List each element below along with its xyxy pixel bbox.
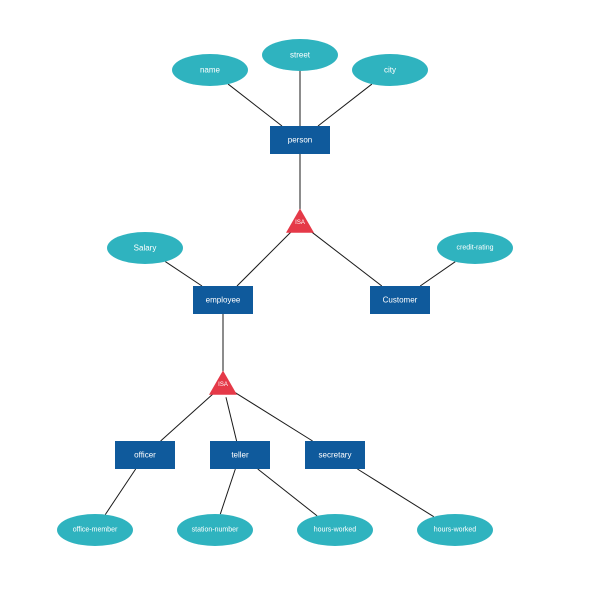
label: Salary xyxy=(134,244,157,253)
node-officemember: office-member xyxy=(57,514,133,546)
edge xyxy=(234,392,313,441)
label: hours-worked xyxy=(434,527,477,534)
label: officer xyxy=(134,451,156,460)
label: employee xyxy=(206,296,241,305)
node-isa1: ISA xyxy=(286,208,314,232)
label: Customer xyxy=(383,296,418,305)
edge xyxy=(161,393,214,441)
edge xyxy=(220,469,235,514)
nodes-layer: name street city person ISA Salary credit-rati… xyxy=(57,39,513,546)
edge xyxy=(228,84,282,126)
label: ISA xyxy=(295,220,305,226)
label: ISA xyxy=(218,382,228,388)
edge xyxy=(237,232,291,286)
node-secretary: secretary xyxy=(305,441,365,469)
label: hours-worked xyxy=(314,527,357,534)
node-employee: employee xyxy=(193,286,253,314)
edge xyxy=(310,231,382,286)
edge xyxy=(165,262,202,286)
label: city xyxy=(384,66,396,75)
node-hoursworked2: hours-worked xyxy=(417,514,493,546)
node-creditrating: credit-rating xyxy=(437,232,513,264)
label: station-number xyxy=(192,527,239,534)
edge xyxy=(258,469,317,516)
node-person: person xyxy=(270,126,330,154)
edge xyxy=(420,262,455,286)
edge xyxy=(357,469,433,517)
er-diagram: name street city person ISA Salary credit-rati… xyxy=(0,0,600,600)
node-teller: teller xyxy=(210,441,270,469)
node-street: street xyxy=(262,39,338,71)
node-name: name xyxy=(172,54,248,86)
node-isa2: ISA xyxy=(209,370,237,394)
node-hoursworked1: hours-worked xyxy=(297,514,373,546)
edge xyxy=(226,397,237,441)
node-salary: Salary xyxy=(107,232,183,264)
label: credit-rating xyxy=(457,245,494,252)
label: name xyxy=(200,66,221,75)
edge xyxy=(318,84,372,126)
node-customer: Customer xyxy=(370,286,430,314)
label: street xyxy=(290,51,311,60)
label: teller xyxy=(231,451,249,460)
edge xyxy=(105,469,135,515)
node-stationnumber: station-number xyxy=(177,514,253,546)
node-officer: officer xyxy=(115,441,175,469)
label: person xyxy=(288,136,312,145)
node-city: city xyxy=(352,54,428,86)
label: office-member xyxy=(73,527,118,534)
label: secretary xyxy=(319,451,352,460)
